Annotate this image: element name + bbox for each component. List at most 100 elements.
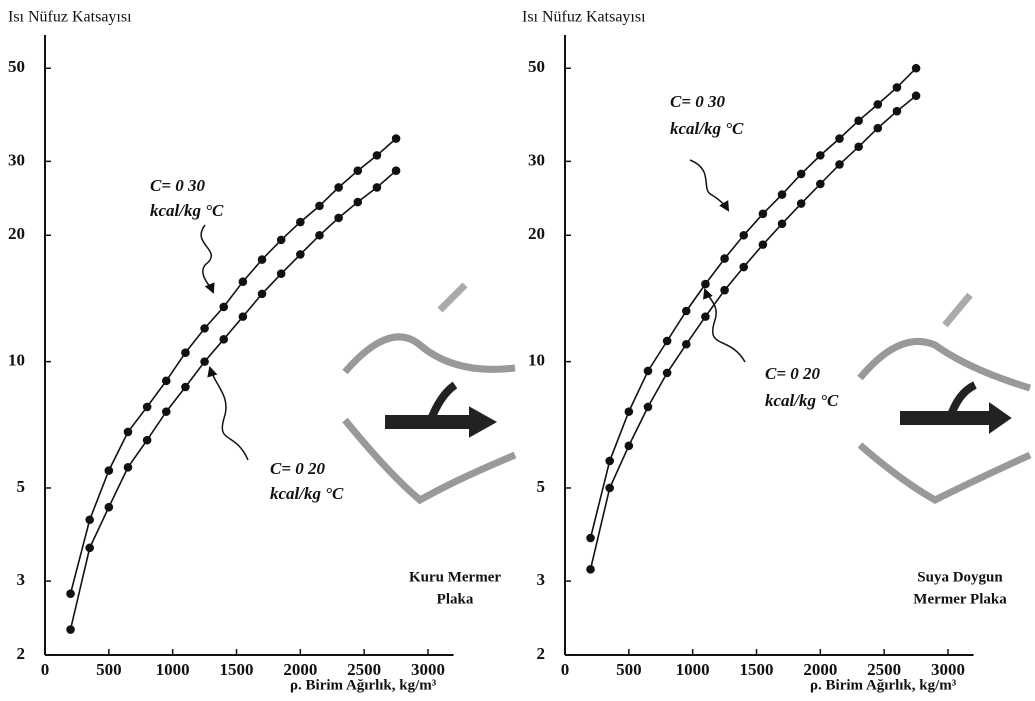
data-point [391, 166, 401, 176]
data-point [758, 209, 768, 219]
y-axis-title: Isı Nüfuz Katsayısı [522, 9, 646, 26]
y-tick-label: 10 [528, 351, 545, 370]
x-tick-label: 2000 [283, 660, 317, 679]
data-point [816, 151, 825, 160]
curve-unit: kcal/kg °C [150, 201, 224, 220]
data-point [796, 169, 806, 179]
data-point [662, 368, 672, 378]
curve-arrow [207, 365, 249, 461]
series-line [69, 170, 397, 630]
data-point [85, 543, 94, 553]
data-point [835, 160, 844, 169]
data-point [372, 183, 382, 192]
data-point [315, 230, 324, 240]
data-point [816, 179, 825, 189]
data-point [142, 402, 152, 412]
data-point [276, 235, 286, 245]
y-tick-label: 30 [528, 150, 545, 169]
data-point [586, 533, 595, 543]
data-point [873, 123, 883, 133]
curve-arrow [703, 288, 746, 363]
plate-label: Plaka [437, 591, 474, 607]
curve-label: C= 0 20 [270, 459, 326, 478]
curve-label: C= 0 30 [150, 176, 206, 195]
data-point [181, 348, 190, 358]
y-tick-label: 20 [8, 224, 25, 243]
x-tick-label: 1500 [220, 660, 254, 679]
data-point [739, 262, 749, 272]
data-point [238, 277, 248, 287]
data-point [777, 219, 787, 229]
data-point [701, 279, 710, 289]
data-point [643, 366, 653, 376]
data-point [643, 402, 653, 412]
data-point [353, 197, 363, 207]
data-point [85, 515, 94, 525]
data-point [758, 240, 768, 249]
y-tick-label: 50 [528, 57, 545, 76]
curve-label: C= 0 20 [765, 364, 821, 383]
data-point [257, 289, 267, 299]
y-tick-label: 10 [8, 351, 25, 370]
data-point [372, 151, 382, 160]
y-tick-label: 3 [537, 570, 546, 589]
y-tick-label: 30 [8, 150, 25, 169]
curve-arrow [689, 159, 730, 212]
data-point [238, 312, 248, 321]
data-point [353, 166, 363, 176]
x-axis-title: ρ. Birim Ağırlık, kg/m³ [290, 677, 437, 693]
data-point [257, 255, 267, 264]
x-tick-label: 2500 [347, 660, 381, 679]
data-point [200, 324, 209, 333]
y-axis-title: Isı Nüfuz Katsayısı [8, 9, 132, 26]
data-point [720, 285, 729, 295]
data-point [681, 306, 691, 316]
x-tick-label: 0 [561, 660, 570, 679]
curve-arrow [200, 224, 215, 294]
data-point [142, 435, 152, 445]
data-point [161, 407, 171, 416]
data-point [796, 199, 806, 208]
data-point [911, 91, 921, 101]
data-point [161, 376, 171, 386]
data-point [586, 565, 595, 574]
data-point [315, 201, 324, 211]
data-point [104, 502, 114, 512]
data-point [892, 83, 902, 92]
data-point [777, 190, 787, 199]
marble-icon-left [342, 282, 517, 505]
y-tick-label: 2 [537, 644, 546, 663]
y-tick-label: 5 [537, 477, 546, 496]
data-point [334, 183, 343, 192]
data-point [200, 357, 209, 366]
plate-label: Suya Doygun [917, 569, 1003, 585]
data-point [123, 427, 133, 437]
x-tick-label: 2500 [867, 660, 901, 679]
y-tick-label: 3 [17, 570, 26, 589]
curve-label: C= 0 30 [670, 92, 726, 111]
data-point [66, 625, 75, 634]
curve-unit: kcal/kg °C [765, 391, 839, 410]
data-point [605, 483, 614, 493]
y-tick-label: 5 [17, 477, 26, 496]
data-point [701, 312, 710, 321]
data-point [181, 382, 190, 392]
y-tick-label: 50 [8, 57, 25, 76]
x-tick-label: 1000 [156, 660, 190, 679]
data-point [892, 106, 902, 116]
data-point [739, 230, 749, 240]
data-point [219, 302, 229, 312]
data-point [854, 142, 863, 152]
data-point [123, 463, 133, 472]
data-point [296, 217, 305, 227]
data-point [720, 254, 729, 263]
x-tick-label: 500 [96, 660, 122, 679]
x-tick-label: 500 [616, 660, 642, 679]
data-point [605, 456, 614, 466]
data-point [854, 116, 863, 125]
plate-label: Mermer Plaka [913, 591, 1007, 607]
data-point [334, 213, 343, 223]
data-point [662, 336, 672, 346]
data-point [624, 441, 634, 451]
